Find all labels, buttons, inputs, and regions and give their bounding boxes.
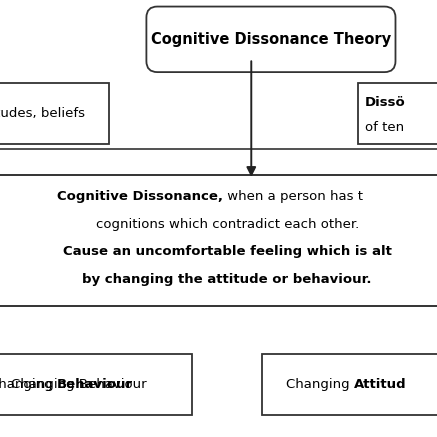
Text: Changing Behaviour: Changing Behaviour xyxy=(11,378,146,391)
FancyBboxPatch shape xyxy=(0,83,109,144)
Text: cognitions which contradict each other.: cognitions which contradict each other. xyxy=(96,218,359,231)
Text: Changing: Changing xyxy=(286,378,354,391)
Text: Attitud: Attitud xyxy=(354,378,406,391)
FancyBboxPatch shape xyxy=(146,7,395,72)
FancyBboxPatch shape xyxy=(0,175,437,306)
Text: Cognitive Dissonance,: Cognitive Dissonance, xyxy=(57,190,223,203)
Text: Attitudes, beliefs: Attitudes, beliefs xyxy=(0,107,85,120)
Text: when a person has t: when a person has t xyxy=(223,190,363,203)
Text: of ten: of ten xyxy=(365,121,404,134)
FancyBboxPatch shape xyxy=(0,354,192,415)
FancyBboxPatch shape xyxy=(262,354,437,415)
Text: Cause an uncomfortable feeling which is alt: Cause an uncomfortable feeling which is … xyxy=(63,245,392,258)
Text: by changing the attitude or behaviour.: by changing the attitude or behaviour. xyxy=(83,273,372,286)
Text: Changing: Changing xyxy=(0,378,57,391)
FancyBboxPatch shape xyxy=(358,83,437,144)
Text: Dissö: Dissö xyxy=(365,96,406,109)
Text: Behaviour: Behaviour xyxy=(57,378,133,391)
Text: Cognitive Dissonance Theory: Cognitive Dissonance Theory xyxy=(151,32,391,47)
